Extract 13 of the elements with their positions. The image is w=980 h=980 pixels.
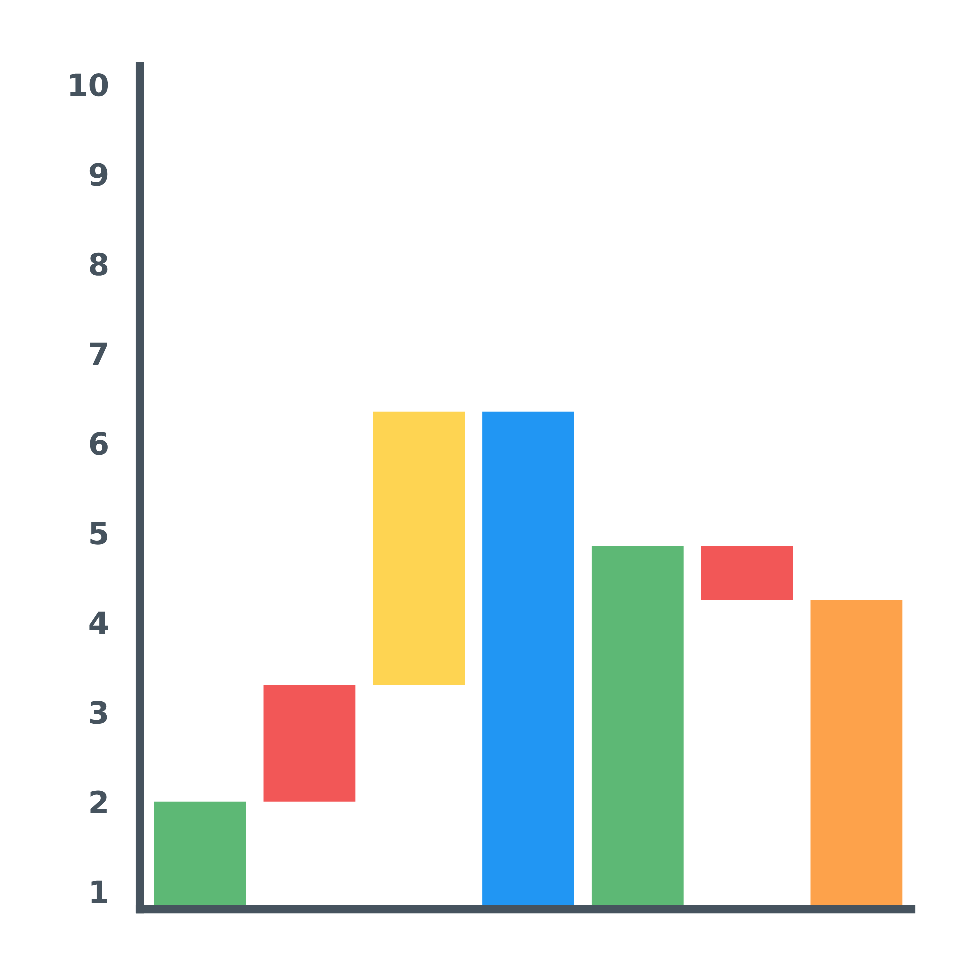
bar [373, 412, 466, 686]
y-tick-label: 7 [90, 342, 108, 366]
y-tick-label: 8 [90, 252, 108, 276]
y-tick-label: 10 [70, 74, 108, 97]
y-tick-label: 4 [90, 612, 108, 634]
y-tick-label: 3 [90, 701, 108, 724]
bar [701, 546, 794, 600]
y-tick-label: 5 [90, 522, 108, 545]
y-tick-label: 9 [90, 163, 108, 186]
y-tick-label: 6 [90, 432, 108, 456]
y-tick-label: 2 [90, 790, 107, 814]
bar [264, 685, 356, 802]
y-tick-label: 1 [92, 880, 108, 904]
